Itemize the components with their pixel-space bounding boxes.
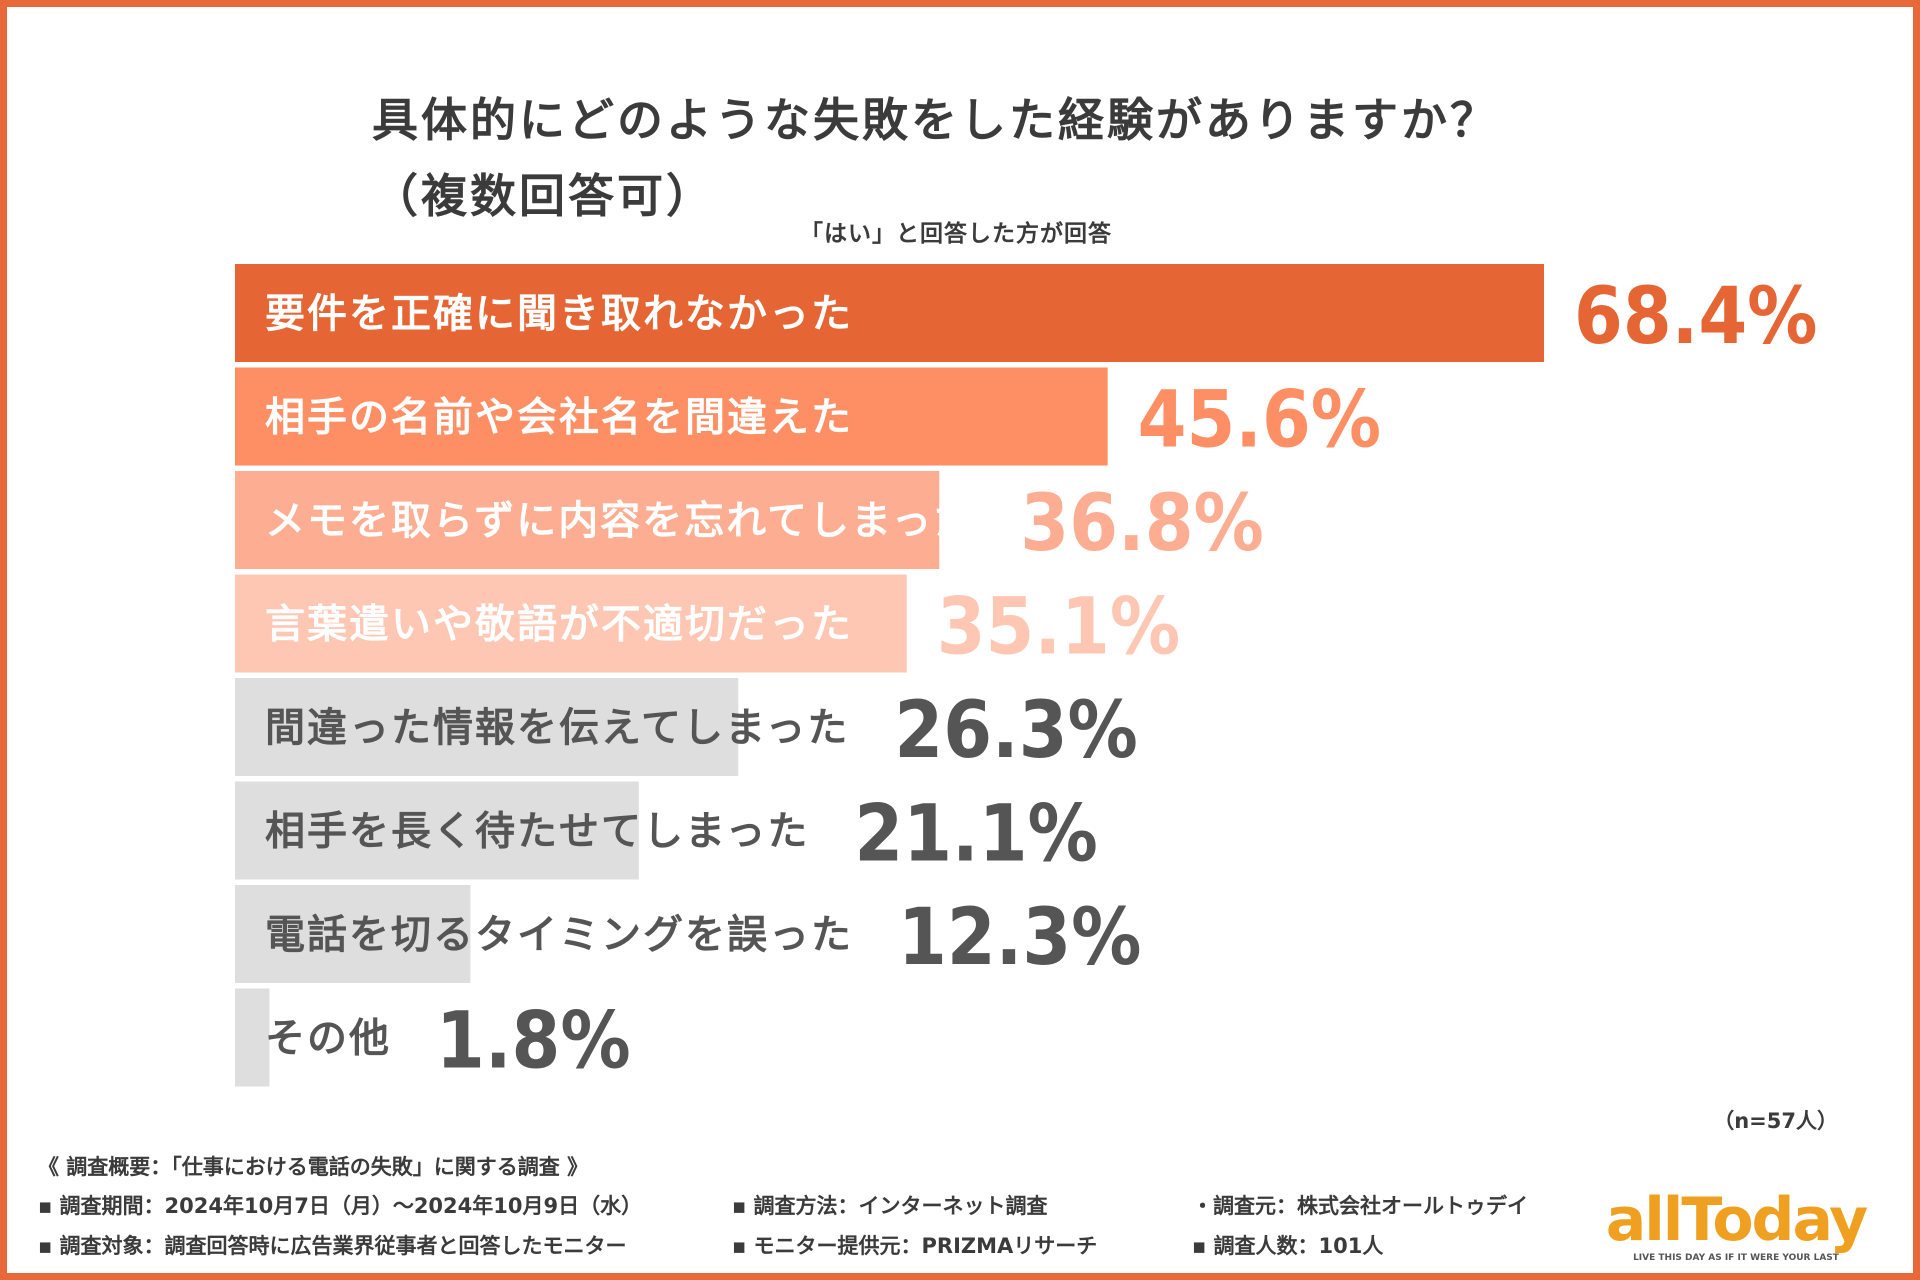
- survey-provider: ▪ モニター提供元：PRIZMAリサーチ: [732, 1234, 1098, 1258]
- value-label-1: 68.4%: [1574, 272, 1817, 362]
- bar-8: [235, 988, 270, 1087]
- category-label-1: 要件を正確に聞き取れなかった: [265, 291, 853, 337]
- survey-row-1: ▪ 調査期間：2024年10月7日（月）～2024年10月9日（水） ▪ 調査方…: [38, 1186, 1578, 1226]
- value-label-4: 35.1%: [937, 583, 1180, 673]
- respondent-note: 「はい」と回答した方が回答: [800, 221, 1112, 247]
- bar-5: [235, 678, 739, 776]
- bar-1: [235, 264, 1544, 362]
- logo-tagline: LIVE THIS DAY AS IF IT WERE YOUR LAST: [1633, 1253, 1840, 1263]
- bar-6: [235, 781, 639, 880]
- value-label-7: 12.3%: [898, 893, 1141, 983]
- bar-2: [235, 367, 1108, 466]
- survey-heading: 《 調査概要：「仕事における電話の失敗」に関する調査 》: [38, 1155, 589, 1179]
- value-label-5: 26.3%: [894, 686, 1137, 776]
- value-label-8: 1.8%: [436, 997, 631, 1087]
- category-label-3: メモを取らずに内容を忘れてしまった: [265, 498, 975, 544]
- alltoday-logo: allToday LIVE THIS DAY AS IF IT WERE YOU…: [1606, 1185, 1870, 1263]
- survey-row-2: ▪ 調査対象：調査回答時に広告業界従事者と回答したモニター ▪ モニター提供元：…: [38, 1226, 1578, 1266]
- category-label-4: 言葉遣いや敬語が不適切だった: [265, 602, 853, 648]
- category-label-7: 電話を切るタイミングを誤った: [265, 912, 853, 958]
- category-label-5: 間違った情報を伝えてしまった: [265, 705, 849, 751]
- category-label-6: 相手を長く待たせてしまった: [265, 809, 809, 855]
- logo-wordmark: allToday: [1606, 1185, 1868, 1255]
- survey-count: ▪ 調査人数：101人: [1192, 1234, 1384, 1258]
- title-line-1: 具体的にどのような失敗をした経験がありますか？: [372, 93, 1499, 147]
- value-label-6: 21.1%: [854, 790, 1097, 880]
- bar-3: [235, 471, 940, 569]
- survey-period: ▪ 調査期間：2024年10月7日（月）～2024年10月9日（水）: [38, 1194, 643, 1218]
- chart-title: 具体的にどのような失敗をした経験がありますか？ （複数回答可）: [372, 82, 1872, 234]
- bar-4: [235, 574, 907, 673]
- sample-size-note: （n=57人）: [1713, 1109, 1838, 1133]
- bar-chart: 要件を正確に聞き取れなかった 68.4% 相手の名前や会社名を間違えた 45.6% メモ…: [235, 264, 1817, 1087]
- category-label-2: 相手の名前や会社名を間違えた: [265, 395, 853, 441]
- survey-method: ▪ 調査方法：インターネット調査: [732, 1194, 1048, 1218]
- bar-7: [235, 885, 471, 983]
- survey-target: ▪ 調査対象：調査回答時に広告業界従事者と回答したモニター: [38, 1234, 627, 1258]
- value-label-3: 36.8%: [1020, 479, 1263, 569]
- survey-source: ・調査元：株式会社オールトゥデイ: [1192, 1194, 1528, 1218]
- category-label-8: その他: [265, 1016, 391, 1062]
- survey-overview: 《 調査概要：「仕事における電話の失敗」に関する調査 》 ▪ 調査期間：2024…: [38, 1148, 1578, 1266]
- title-line-2: （複数回答可）: [372, 169, 715, 223]
- value-label-2: 45.6%: [1138, 376, 1381, 466]
